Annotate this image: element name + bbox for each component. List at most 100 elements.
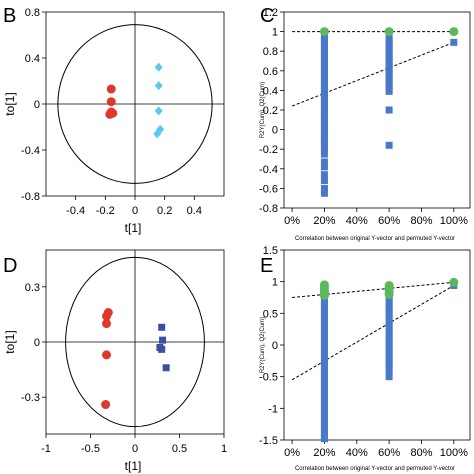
data-point xyxy=(320,404,328,412)
data-point xyxy=(320,321,328,329)
data-point xyxy=(385,363,393,371)
y-tick-label: 1 xyxy=(272,277,278,289)
data-point xyxy=(320,177,328,185)
data-point xyxy=(106,84,116,94)
data-point xyxy=(320,416,328,424)
y-tick-label: 0.6 xyxy=(263,66,278,78)
data-point xyxy=(320,423,328,431)
plot-frame xyxy=(283,249,471,441)
data-point xyxy=(320,412,328,420)
data-point xyxy=(385,340,393,348)
chart-panel-e: E 0% 20% 40% 60% 80% 100% 1.5 1 0.5 0 -0.5 -1 -1.5 Cor… xyxy=(259,245,471,472)
data-point xyxy=(320,359,328,367)
data-point xyxy=(320,328,328,336)
data-point xyxy=(320,435,328,443)
data-point xyxy=(450,38,458,46)
data-point xyxy=(320,385,328,393)
y-tick-label: 0 xyxy=(272,125,278,137)
data-point xyxy=(385,366,393,374)
data-point xyxy=(320,420,328,428)
y-tick-label: 0.5 xyxy=(263,308,278,320)
x-tick-label: -0.4 xyxy=(66,205,85,217)
data-point xyxy=(320,171,328,179)
data-point xyxy=(154,81,163,91)
data-point xyxy=(320,344,328,352)
data-point xyxy=(385,347,393,355)
y-tick-label: 0.4 xyxy=(25,53,40,65)
data-point xyxy=(385,106,393,114)
data-point xyxy=(320,382,328,390)
data-point xyxy=(320,184,328,192)
data-point xyxy=(320,347,328,355)
data-point xyxy=(385,351,393,359)
x-tick-label: 80% xyxy=(410,215,432,227)
x-tick-label: 0.5 xyxy=(172,443,187,455)
y-tick-label: -1 xyxy=(268,403,278,415)
regression-line xyxy=(291,285,455,381)
data-point xyxy=(319,291,329,301)
y-tick-label: -0.4 xyxy=(21,145,40,157)
y-tick-label: 1.2 xyxy=(263,7,278,19)
data-point xyxy=(319,27,329,37)
x-tick-label: 20% xyxy=(313,447,335,459)
data-point xyxy=(320,366,328,374)
hotelling-ellipse xyxy=(65,256,205,428)
data-point xyxy=(385,355,393,363)
y-tick-label: 1 xyxy=(272,27,278,39)
data-point xyxy=(320,397,328,405)
x-tick-label: 40% xyxy=(346,447,368,459)
data-point xyxy=(320,374,328,382)
data-point xyxy=(106,97,116,107)
data-point xyxy=(385,306,393,314)
x-tick-label: 0% xyxy=(284,447,300,459)
data-point xyxy=(158,323,166,331)
y-tick-label: 0.2 xyxy=(263,105,278,117)
data-point xyxy=(320,336,328,344)
data-point xyxy=(320,313,328,321)
data-point xyxy=(385,328,393,336)
data-point xyxy=(385,344,393,352)
data-point xyxy=(154,62,163,72)
y-tick-label: -1.5 xyxy=(259,435,278,447)
data-point xyxy=(102,350,112,360)
data-point xyxy=(162,364,170,372)
x-axis-label: Correlation between original Y-vector an… xyxy=(295,466,455,472)
x-tick-label: 20% xyxy=(313,215,335,227)
data-point xyxy=(320,408,328,416)
y-axis-label: to[1] xyxy=(3,92,17,115)
data-point xyxy=(320,431,328,439)
x-tick-label: 0.2 xyxy=(157,205,172,217)
data-point xyxy=(320,351,328,359)
data-point xyxy=(320,332,328,340)
x-tick-label: -0.5 xyxy=(81,443,100,455)
data-point xyxy=(320,302,328,310)
y-tick-label: -0.8 xyxy=(259,203,278,215)
y-tick-label: 0 xyxy=(34,99,40,111)
regression-line xyxy=(291,41,455,107)
data-point xyxy=(320,370,328,378)
x-tick-label: 100% xyxy=(440,215,468,227)
data-point xyxy=(385,321,393,329)
plot-frame xyxy=(283,11,471,209)
data-point xyxy=(101,400,111,410)
data-point xyxy=(385,317,393,325)
data-point xyxy=(320,325,328,333)
y-tick-label: 0.3 xyxy=(25,282,40,294)
x-tick-label: 0 xyxy=(132,443,138,455)
data-point xyxy=(320,363,328,371)
data-point xyxy=(154,106,163,116)
x-tick-label: 0 xyxy=(132,205,138,217)
x-axis-label: Correlation between original Y-vector an… xyxy=(295,236,455,242)
data-point xyxy=(320,355,328,363)
x-tick-label: 0.4 xyxy=(187,205,202,217)
y-axis-label: R2Y(Cum), Q2(Cum) xyxy=(260,317,266,373)
x-tick-label: 80% xyxy=(410,447,432,459)
x-axis-label: t[1] xyxy=(125,221,142,235)
data-point xyxy=(153,129,162,139)
y-tick-label: 0.8 xyxy=(263,46,278,58)
data-point xyxy=(385,141,393,149)
data-point xyxy=(320,309,328,317)
x-axis-label: t[1] xyxy=(125,459,142,473)
x-tick-label: 100% xyxy=(440,447,468,459)
data-point xyxy=(320,427,328,435)
